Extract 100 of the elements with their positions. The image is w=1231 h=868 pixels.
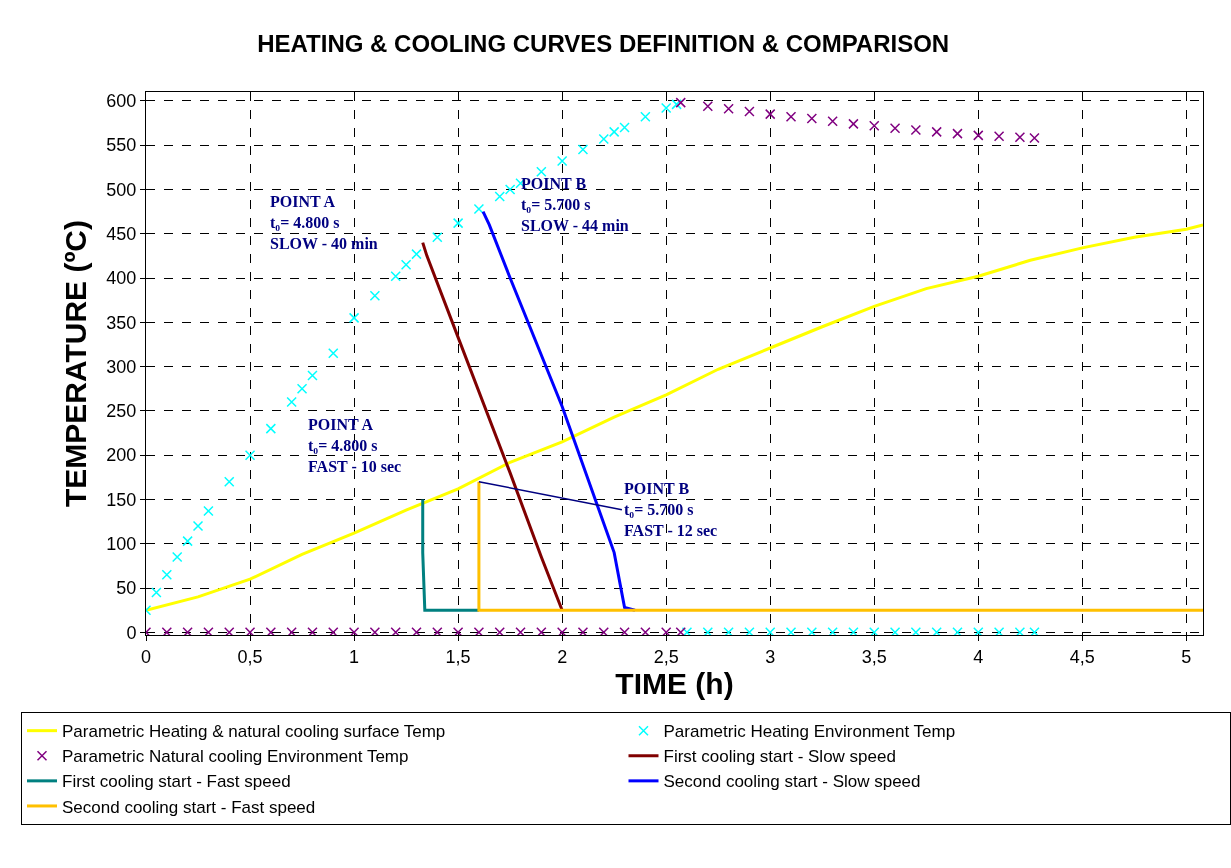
annotation: POINT A t₀= 4.800 s SLOW - 40 min xyxy=(270,193,378,252)
y-tick-label: 250 xyxy=(106,401,137,422)
point xyxy=(328,627,339,635)
point xyxy=(223,476,235,488)
point xyxy=(494,191,505,202)
x-tick-label: 2,5 xyxy=(653,646,679,667)
point xyxy=(151,587,162,598)
point xyxy=(973,627,984,635)
point xyxy=(619,627,630,635)
point xyxy=(577,144,589,155)
legend-label: Parametric Heating & natural cooling surface Temp xyxy=(62,722,446,742)
point xyxy=(744,106,755,117)
x-tick-label: 3,5 xyxy=(861,646,887,667)
point xyxy=(848,118,859,130)
y-tick-label: 600 xyxy=(106,91,137,112)
y-tick-label: 350 xyxy=(106,312,137,333)
point xyxy=(452,217,464,229)
x-tick-label: 4,5 xyxy=(1069,646,1095,667)
y-tick-label: 400 xyxy=(106,268,137,289)
legend-label: First cooling start - Slow speed xyxy=(663,747,896,767)
point xyxy=(390,271,401,282)
y-tick-label: 300 xyxy=(106,356,137,377)
point xyxy=(432,627,443,635)
point xyxy=(827,627,838,635)
point xyxy=(785,111,797,123)
point xyxy=(598,133,610,145)
point xyxy=(307,370,318,381)
y-axis-title: TEMPERATURE (ºC) xyxy=(59,219,93,508)
point xyxy=(203,627,214,635)
point xyxy=(1029,132,1040,144)
point xyxy=(931,627,942,635)
x-tick-label: 0,5 xyxy=(237,646,263,667)
point xyxy=(675,627,686,635)
point xyxy=(952,627,963,635)
point xyxy=(1029,627,1040,635)
x-tick-label: 0 xyxy=(140,646,152,667)
x-tick-label: 1 xyxy=(349,646,360,667)
point xyxy=(993,131,1005,142)
point xyxy=(390,627,401,635)
point xyxy=(286,627,297,635)
point xyxy=(515,627,526,635)
point xyxy=(161,569,173,581)
point xyxy=(869,120,880,131)
y-tick-label: 100 xyxy=(106,534,137,555)
point xyxy=(244,449,256,461)
x-tick-label: 1,5 xyxy=(445,646,471,667)
x-tick-label: 4 xyxy=(973,646,984,667)
point xyxy=(675,97,686,108)
point xyxy=(744,627,755,635)
x-tick-label: 2 xyxy=(557,646,568,667)
point xyxy=(973,130,984,141)
annotation: POINT A t₀= 4.800 s FAST - 10 sec xyxy=(308,416,402,475)
y-tick-label: 50 xyxy=(116,578,137,599)
point xyxy=(348,312,360,324)
point xyxy=(182,535,193,547)
point xyxy=(619,122,630,133)
y-tick-label: 450 xyxy=(106,224,137,245)
x-tick-label: 3 xyxy=(765,646,776,667)
line-series xyxy=(421,241,564,612)
y-tick-label: 150 xyxy=(106,489,137,510)
y-tick-label: 500 xyxy=(106,179,137,200)
point xyxy=(827,115,838,127)
point xyxy=(432,232,443,243)
legend-label: Second cooling start - Slow speed xyxy=(663,772,921,792)
point xyxy=(369,290,381,301)
point xyxy=(400,259,412,270)
x-axis-title: TIME (h) xyxy=(615,666,734,700)
point xyxy=(504,184,516,195)
point xyxy=(473,203,485,215)
point xyxy=(952,128,963,139)
point xyxy=(411,627,422,635)
point xyxy=(494,627,505,635)
legend-label: First cooling start - Fast speed xyxy=(62,772,291,792)
point xyxy=(182,627,193,635)
point xyxy=(671,99,682,110)
point xyxy=(411,248,422,260)
point xyxy=(536,166,547,177)
point xyxy=(723,103,734,115)
point xyxy=(265,423,277,434)
point xyxy=(608,126,620,138)
legend-label: Parametric Heating Environment Temp xyxy=(663,722,956,742)
point xyxy=(286,396,297,408)
point xyxy=(764,108,776,120)
point xyxy=(660,102,672,114)
y-tick-label: 200 xyxy=(106,445,137,466)
legend-label: Second cooling start - Fast speed xyxy=(62,797,316,817)
point xyxy=(640,627,651,635)
legend-label: Parametric Natural cooling Environment Temp xyxy=(62,747,409,767)
point xyxy=(723,627,734,635)
point xyxy=(640,111,651,123)
point xyxy=(806,113,818,124)
point xyxy=(869,627,880,635)
point xyxy=(702,100,714,112)
point xyxy=(171,551,183,563)
point xyxy=(556,155,568,167)
x-tick-label: 5 xyxy=(1181,646,1192,667)
y-tick-label: 550 xyxy=(106,135,137,156)
point xyxy=(328,348,339,359)
point xyxy=(848,627,859,635)
point xyxy=(889,123,901,134)
